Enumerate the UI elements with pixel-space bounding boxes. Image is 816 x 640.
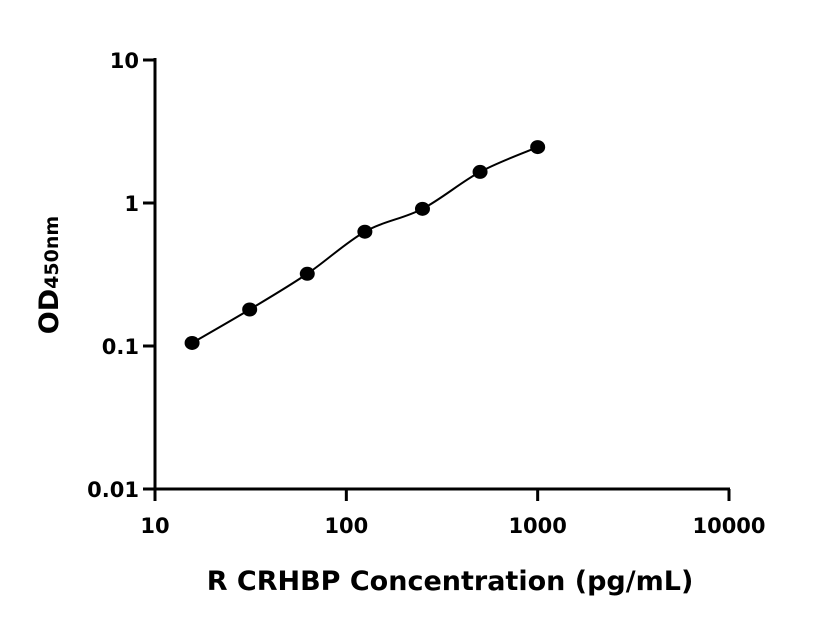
- data-point: [299, 266, 315, 281]
- y-axis-title-main: OD: [34, 289, 65, 334]
- data-point: [414, 201, 430, 216]
- y-axis-title-sub: 450nm: [41, 216, 63, 289]
- y-tick-label: 1: [124, 192, 139, 216]
- x-axis-title: R CRHBP Concentration (pg/mL): [207, 566, 694, 597]
- x-tick-label: 10000: [692, 514, 765, 538]
- y-tick-label: 0.1: [102, 335, 139, 359]
- x-tick-label: 100: [324, 514, 368, 538]
- y-tick-label: 10: [110, 49, 139, 73]
- data-point: [184, 335, 200, 350]
- data-point: [242, 302, 258, 317]
- data-point: [472, 164, 488, 179]
- y-axis-title: OD450nm: [34, 216, 65, 334]
- x-tick-label: 1000: [508, 514, 566, 538]
- data-point: [530, 140, 546, 155]
- data-point: [357, 224, 373, 239]
- x-tick-label: 10: [140, 514, 169, 538]
- y-tick-label: 0.01: [87, 478, 139, 502]
